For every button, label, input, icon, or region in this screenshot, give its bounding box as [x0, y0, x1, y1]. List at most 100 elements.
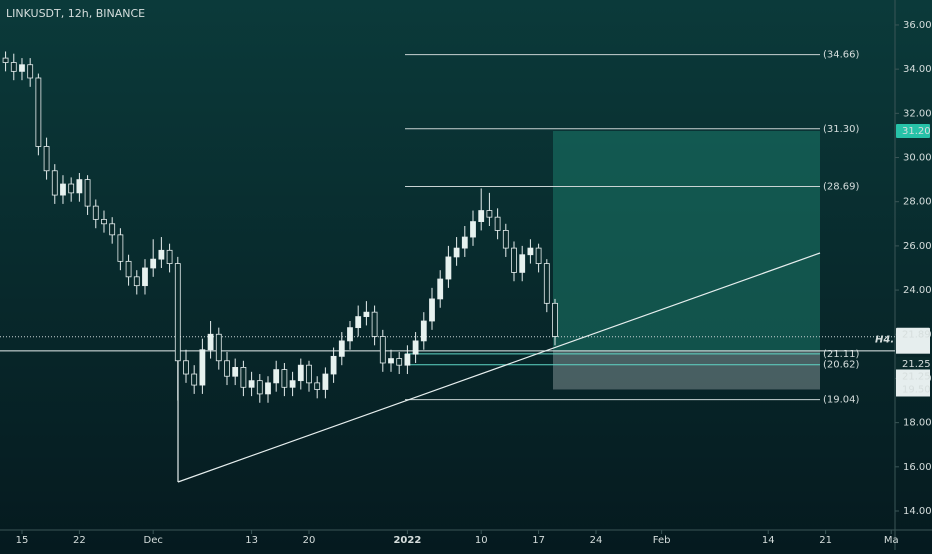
- x-tick-label: 22: [73, 535, 86, 546]
- x-tick-label: Dec: [144, 535, 163, 546]
- candle-body: [379, 336, 386, 364]
- candle-body: [215, 333, 222, 362]
- candle-body: [453, 247, 460, 258]
- candle-body: [232, 366, 239, 377]
- candle-body: [396, 358, 403, 366]
- candle-body: [273, 369, 280, 384]
- candle-body: [51, 170, 58, 196]
- y-tick-label: 32.00: [903, 108, 932, 119]
- candle-body: [535, 247, 542, 264]
- trendline: [177, 252, 821, 483]
- candle-body: [445, 256, 452, 280]
- x-tick-label: 13: [245, 535, 258, 546]
- candle-body: [519, 254, 526, 273]
- x-tick-label: 14: [762, 535, 775, 546]
- candle-body: [183, 360, 189, 375]
- level-label: (28.69): [823, 181, 860, 192]
- candle-body: [92, 205, 99, 220]
- candle-body: [191, 373, 198, 386]
- x-tick-label: 15: [16, 535, 29, 546]
- countdown-bg: [896, 340, 930, 354]
- candle-body: [117, 234, 124, 262]
- entry-label-bg: [896, 356, 930, 371]
- candle-body: [314, 382, 321, 390]
- candle-body: [27, 64, 34, 79]
- candle-body: [363, 311, 370, 317]
- candle-body: [404, 353, 411, 366]
- candle-body: [543, 263, 550, 304]
- last-price-label: 21.89: [902, 330, 931, 341]
- candle-body: [297, 364, 304, 382]
- x-tick-label: 24: [590, 535, 603, 546]
- candle-body: [281, 369, 288, 388]
- candle-body: [2, 57, 9, 63]
- stop-zone: [553, 350, 820, 390]
- target-label-bg: [896, 124, 930, 139]
- candle-body: [150, 258, 157, 269]
- candle-body: [437, 278, 444, 300]
- candle-body: [486, 210, 493, 218]
- candle-body: [101, 218, 107, 225]
- x-tick-label: 21: [819, 535, 832, 546]
- x-tick-label: 2022: [393, 535, 421, 546]
- stop-entry-label: 21.25: [902, 371, 931, 382]
- candle-body: [338, 340, 345, 357]
- candle-body: [174, 263, 181, 362]
- candle-body: [133, 276, 140, 287]
- candle-body: [248, 380, 255, 388]
- candle-body: [420, 320, 427, 342]
- candle-body: [35, 77, 42, 147]
- candle-body: [224, 360, 230, 377]
- candle-body: [306, 364, 312, 384]
- level-label: (34.66): [823, 50, 860, 61]
- candle-body: [552, 302, 558, 337]
- candle-body: [478, 210, 485, 222]
- candle-body: [355, 316, 362, 329]
- candle-body: [68, 183, 75, 194]
- candle-body: [527, 247, 534, 256]
- candle-body: [330, 355, 337, 375]
- candle-body: [142, 267, 148, 287]
- candle-body: [43, 146, 50, 172]
- annotation: H4.: [875, 335, 894, 346]
- y-tick-label: 16.00: [903, 462, 932, 473]
- candle-body: [10, 62, 17, 72]
- candle-body: [371, 311, 378, 337]
- level-label: (19.04): [823, 395, 860, 406]
- level-label: (21.11): [823, 349, 860, 360]
- candle-body: [502, 230, 509, 249]
- x-tick-label: 20: [303, 535, 316, 546]
- candle-body: [256, 380, 263, 395]
- candle-body: [199, 349, 206, 386]
- candle-body: [76, 179, 83, 194]
- stop-badge-bg: [896, 369, 930, 397]
- candle-body: [388, 358, 394, 364]
- candle-body: [322, 373, 329, 390]
- y-tick-label: 14.00: [903, 506, 932, 517]
- candle-body: [265, 382, 271, 395]
- y-tick-label: 34.00: [903, 64, 932, 75]
- y-tick-label: 30.00: [903, 153, 932, 164]
- candle-body: [494, 216, 501, 231]
- level-label: (31.30): [823, 124, 860, 135]
- candle-body: [412, 340, 419, 355]
- last-price-label-bg: [896, 327, 930, 342]
- candle-body: [158, 249, 165, 260]
- candle-body: [166, 249, 173, 264]
- x-tick-label: 17: [532, 535, 545, 546]
- y-tick-label: 18.00: [903, 418, 932, 429]
- candle-body: [470, 221, 476, 238]
- candle-body: [109, 223, 116, 236]
- y-tick-label: 24.00: [903, 285, 932, 296]
- stop-label: 19.50: [902, 384, 931, 395]
- y-tick-label: 36.00: [903, 20, 932, 31]
- candle-body: [461, 236, 468, 249]
- chart-title: LINKUSDT, 12h, BINANCE: [6, 7, 145, 20]
- candle-body: [125, 260, 132, 278]
- y-tick-label: 28.00: [903, 197, 932, 208]
- x-tick-label: Ma: [884, 535, 899, 546]
- candle-body: [19, 64, 25, 72]
- candle-body: [240, 366, 247, 388]
